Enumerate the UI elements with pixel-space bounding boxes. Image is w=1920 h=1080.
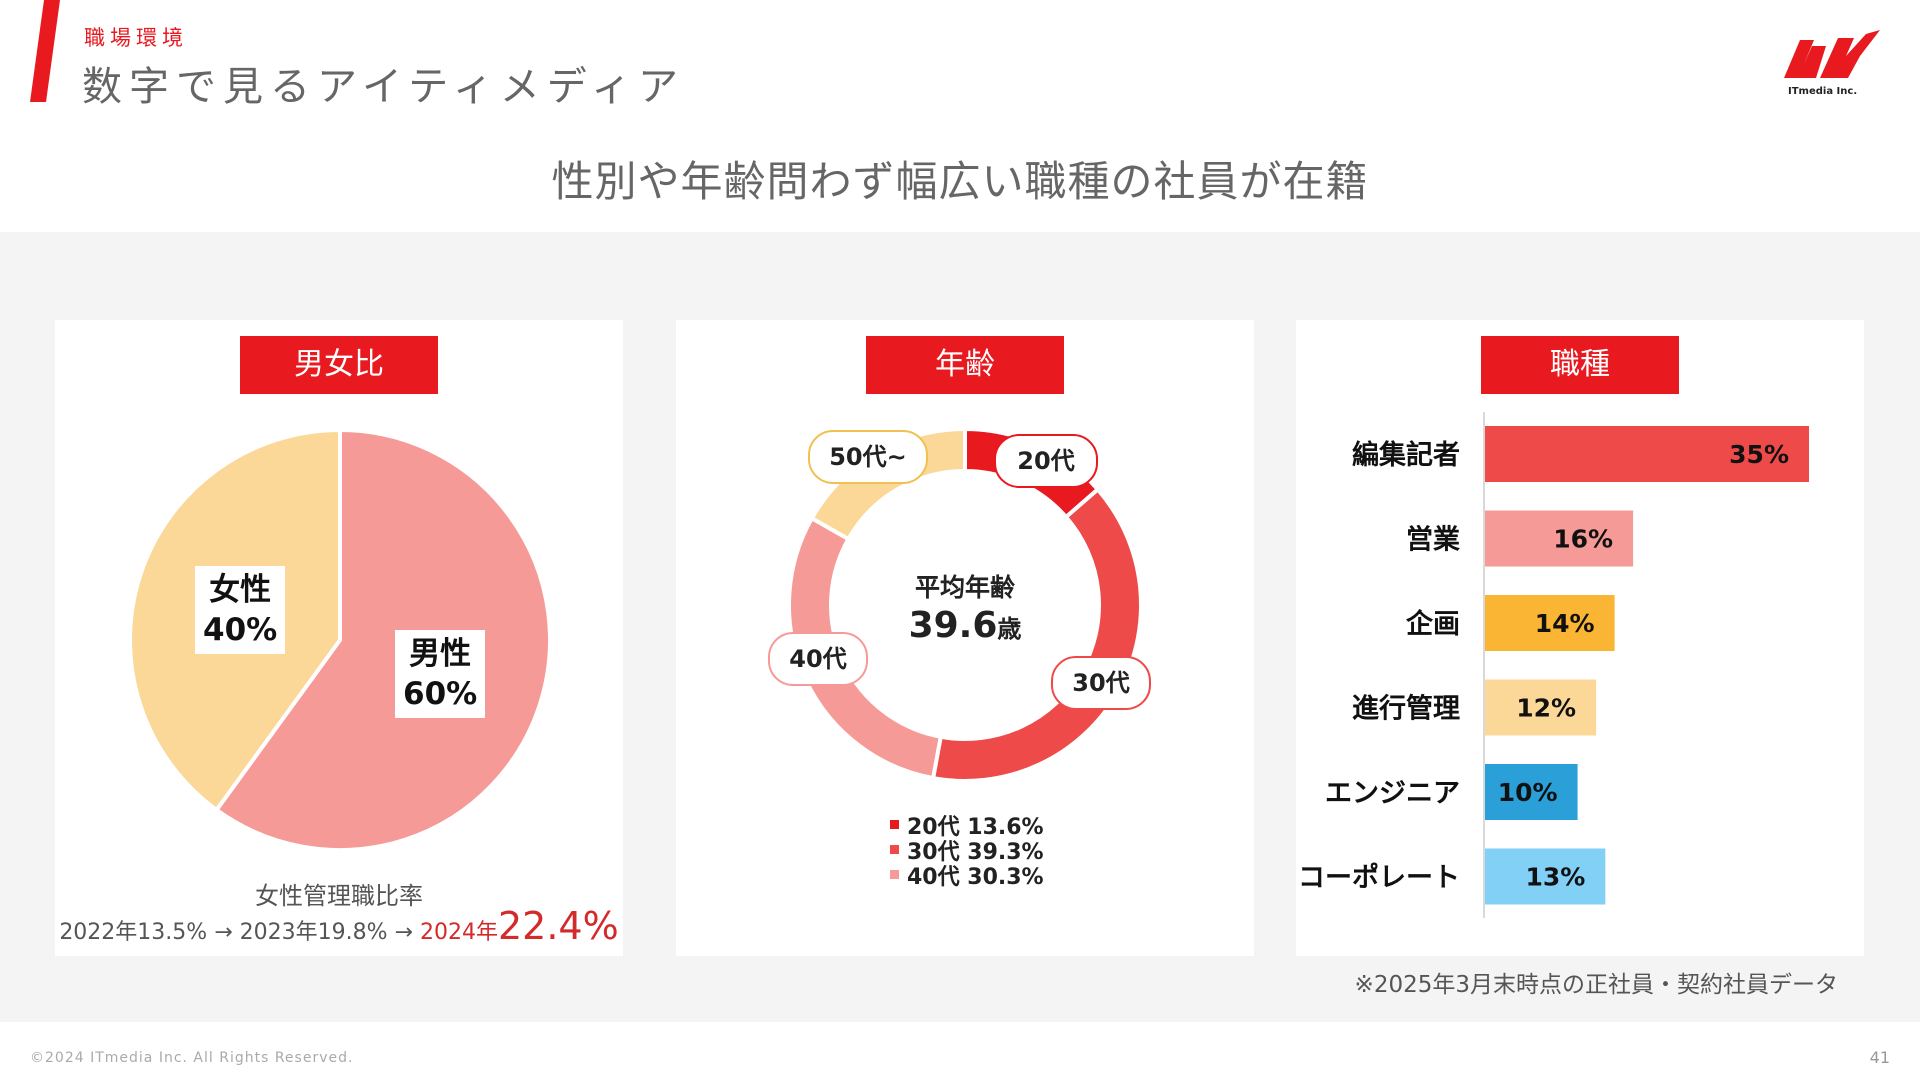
ratio-2023: 2023年19.8% bbox=[239, 920, 388, 945]
headline: 性別や年齢問わず幅広い職種の社員が在籍 bbox=[551, 157, 1369, 206]
bar-0 bbox=[1485, 426, 1809, 482]
female-label-box: 女性 40% bbox=[195, 566, 286, 654]
logo-wordmark: ITmedia Inc. bbox=[1788, 86, 1858, 97]
bubble-age-20s: 20代 bbox=[994, 434, 1098, 488]
average-age: 平均年齢 39.6歳 bbox=[865, 568, 1065, 651]
female-manager-ratio-title: 女性管理職比率 bbox=[255, 882, 423, 910]
male-value: 60% bbox=[403, 676, 478, 712]
bar-1 bbox=[1485, 510, 1634, 567]
bar-category-label: 営業 bbox=[1406, 524, 1460, 556]
bubble-age-40s: 40代 bbox=[768, 632, 868, 686]
gender-pie-chart bbox=[128, 427, 552, 852]
bar-value-label: 16% bbox=[1553, 525, 1613, 554]
bar-category-label: 進行管理 bbox=[1352, 693, 1460, 725]
bar-value-label: 12% bbox=[1516, 694, 1576, 723]
average-age-title: 平均年齢 bbox=[914, 573, 1015, 602]
bar-4 bbox=[1485, 764, 1578, 820]
legend-item-20s: 20代 13.6% bbox=[890, 812, 1044, 840]
age-panel-header: 年齢 bbox=[866, 336, 1064, 394]
ratio-2024-year: 2024年 bbox=[419, 920, 498, 945]
company-logo: ITmedia Inc. bbox=[1780, 26, 1890, 102]
female-value: 40% bbox=[203, 612, 278, 648]
arrow-icon: → bbox=[214, 920, 233, 945]
ratio-2022: 2022年13.5% bbox=[59, 920, 208, 945]
average-age-value: 39.6歳 bbox=[908, 605, 1022, 646]
pie-slice-male bbox=[213, 427, 552, 852]
bar-5 bbox=[1485, 848, 1606, 905]
bar-value-label: 13% bbox=[1525, 863, 1585, 892]
legend-item-30s: 30代 39.3% bbox=[890, 837, 1044, 865]
bar-2 bbox=[1485, 595, 1615, 651]
arrow-icon: → bbox=[394, 920, 413, 945]
job-bar-chart: 編集記者 35% 営業 16% 企画 14% 進行管理 12% エンジニア 10% コーポレート 13… bbox=[1298, 412, 1809, 918]
bar-value-label: 14% bbox=[1535, 609, 1595, 638]
bar-value-label: 35% bbox=[1729, 440, 1789, 469]
female-manager-ratio-trend: 2022年13.5% → 2023年19.8% → 2024年22.4% bbox=[55, 904, 623, 948]
male-label-box: 男性 60% bbox=[395, 630, 486, 718]
bar-3 bbox=[1485, 679, 1597, 736]
job-panel: 職種 編集記者 35% 営業 16% 企画 14% 進行管理 12% エンジニア 10% コーポレー… bbox=[1296, 320, 1864, 956]
bubble-age-50s: 50代~ bbox=[808, 430, 928, 484]
female-label: 女性 bbox=[209, 572, 272, 608]
slide-title: 数字で見るアイティメディア bbox=[82, 64, 685, 110]
gender-panel: 男女比 女性 40% 男性 60% 女性管理職比率 2022年13.5% → 2… bbox=[55, 320, 623, 956]
accent-slash bbox=[30, 0, 60, 102]
ratio-2024-value: 22.4% bbox=[497, 904, 619, 948]
section-tag: 職場環境 bbox=[84, 26, 188, 50]
job-panel-header: 職種 bbox=[1481, 336, 1679, 394]
footnote: ※2025年3月末時点の正社員・契約社員データ bbox=[1354, 972, 1838, 998]
age-panel: 年齢 平均年齢 39.6歳 50代~ 20代 30代 40代 20代 13.6%… bbox=[676, 320, 1254, 956]
bar-category-label: コーポレート bbox=[1298, 863, 1460, 894]
legend-swatch-30s bbox=[890, 845, 899, 854]
age-legend: 20代 13.6% 30代 39.3% 40代 30.3% bbox=[890, 812, 1044, 890]
legend-swatch-40s bbox=[890, 870, 899, 879]
copyright: ©2024 ITmedia Inc. All Rights Reserved. bbox=[30, 1050, 354, 1066]
gender-panel-header: 男女比 bbox=[240, 336, 438, 394]
bar-category-label: エンジニア bbox=[1325, 778, 1460, 809]
page-number: 41 bbox=[1869, 1048, 1890, 1067]
bubble-age-30s: 30代 bbox=[1051, 656, 1151, 710]
male-label: 男性 bbox=[409, 636, 472, 672]
bar-value-label: 10% bbox=[1498, 778, 1558, 807]
bar-category-label: 編集記者 bbox=[1352, 439, 1460, 471]
legend-swatch-20s bbox=[890, 820, 899, 829]
legend-item-40s: 40代 30.3% bbox=[890, 862, 1044, 890]
bar-category-label: 企画 bbox=[1406, 608, 1460, 640]
